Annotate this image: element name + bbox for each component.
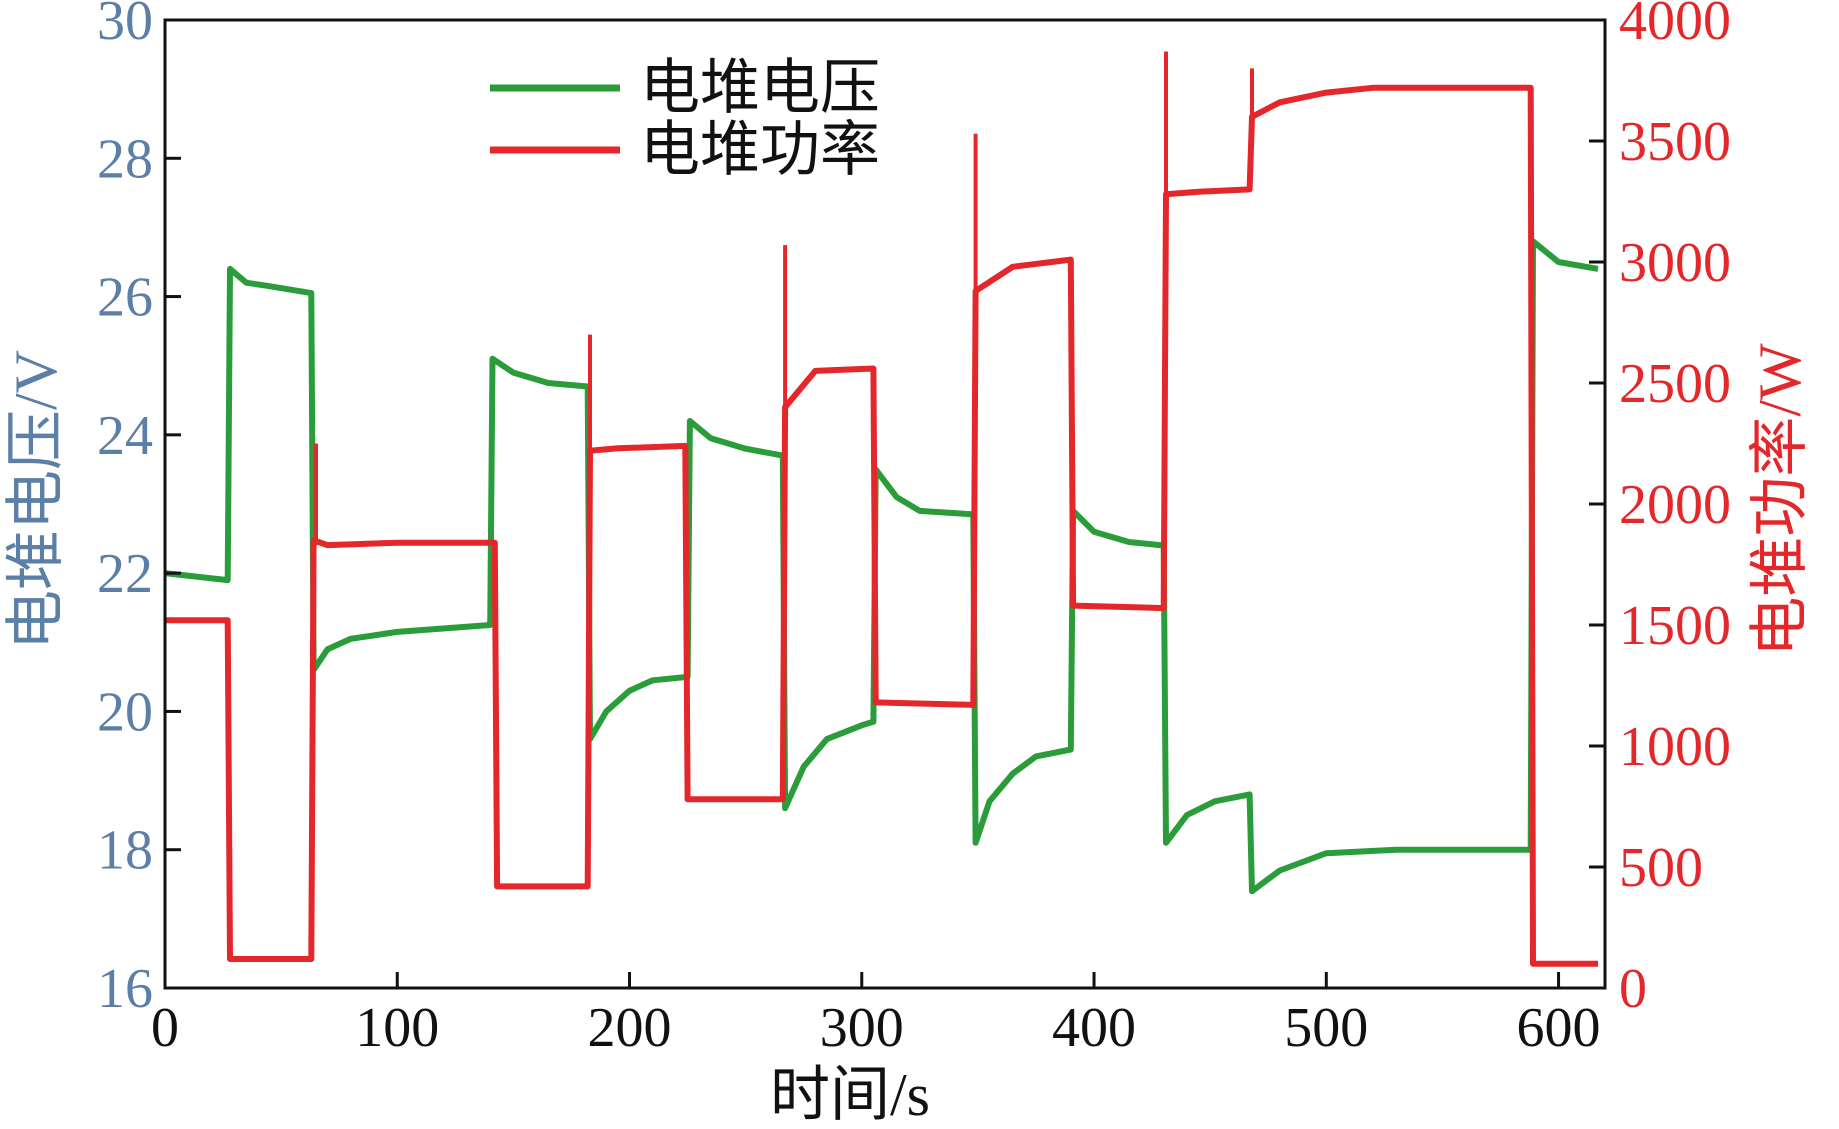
y-axis-right-title: 电堆功率/W	[1747, 343, 1813, 657]
x-tick-label: 200	[588, 997, 672, 1059]
plot-frame	[163, 18, 1607, 990]
y-right-tick-label: 2500	[1619, 353, 1731, 415]
legend-label-voltage: 电堆电压	[640, 55, 880, 121]
y-left-tick-label: 28	[97, 128, 153, 190]
y-right-tick-label: 3500	[1619, 111, 1731, 173]
legend: 电堆电压 电堆功率	[490, 55, 880, 183]
x-tick-label: 300	[820, 997, 904, 1059]
y-right-tick-label: 500	[1619, 837, 1703, 899]
y-axis-left-title: 电堆电压/V	[3, 350, 69, 650]
x-axis-title: 时间/s	[770, 1062, 930, 1128]
y-left-tick-label: 16	[97, 958, 153, 1020]
y-left-tick-label: 22	[97, 543, 153, 605]
y-right-tick-label: 4000	[1619, 0, 1731, 52]
y-left-tick-label: 26	[97, 267, 153, 329]
x-tick-label: 500	[1284, 997, 1368, 1059]
x-tick-label: 600	[1517, 997, 1601, 1059]
x-tick-label: 0	[151, 997, 179, 1059]
y-left-tick-label: 30	[97, 0, 153, 52]
x-tick-label: 100	[355, 997, 439, 1059]
y-right-tick-label: 3000	[1619, 232, 1731, 294]
series-line-power	[165, 84, 1598, 967]
y-left-tick-label: 20	[97, 681, 153, 743]
legend-label-power: 电堆功率	[640, 117, 880, 183]
y-right-tick-label: 0	[1619, 958, 1647, 1020]
y-right-tick-label: 1500	[1619, 595, 1731, 657]
ticks: 0 100 200 300 400 500 600161820222426283005001…	[97, 0, 1731, 1059]
x-tick-label: 400	[1052, 997, 1136, 1059]
y-left-tick-label: 24	[97, 405, 153, 467]
plot-lines	[164, 51, 1599, 967]
series-line-voltage	[164, 238, 1599, 895]
y-left-tick-label: 18	[97, 820, 153, 882]
y-right-tick-label: 2000	[1619, 474, 1731, 536]
y-right-tick-label: 1000	[1619, 716, 1731, 778]
